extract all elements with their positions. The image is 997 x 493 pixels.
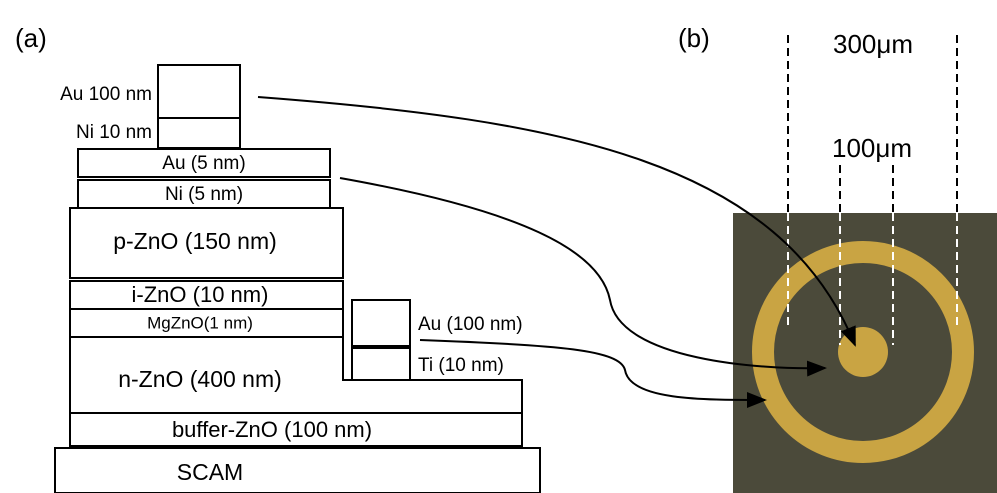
dimension-lines [788, 35, 957, 213]
layer-label: Ni 10 nm [76, 122, 152, 143]
layer-label: SCAM [177, 459, 243, 485]
dimension-label: 100μm [832, 133, 912, 163]
layer-label: Au (5 nm) [162, 153, 245, 174]
inner-dot [838, 327, 888, 377]
au-contact [352, 300, 410, 346]
layer-label: p-ZnO (150 nm) [113, 228, 277, 254]
layer-label: MgZnO(1 nm) [147, 313, 253, 332]
layer-label: Au (100 nm) [418, 314, 523, 335]
ti-contact [352, 348, 410, 380]
ni-contact [158, 118, 240, 148]
layer-label: buffer-ZnO (100 nm) [172, 417, 372, 442]
dimension-label: 300μm [833, 29, 913, 59]
panel-label: (b) [678, 23, 710, 53]
layer-label: Au 100 nm [60, 84, 152, 105]
au-contact [158, 65, 240, 118]
substrate [55, 448, 540, 493]
layer-label: Ni (5 nm) [165, 184, 243, 205]
figure: (a) (b) Au 100 nm Ni 10 nm Au (5 nm) Ni … [0, 0, 997, 493]
layer-label: i-ZnO (10 nm) [132, 282, 269, 307]
layer-label: Ti (10 nm) [418, 355, 504, 376]
panel-label: (a) [15, 23, 47, 53]
layer-label: n-ZnO (400 nm) [118, 366, 282, 392]
